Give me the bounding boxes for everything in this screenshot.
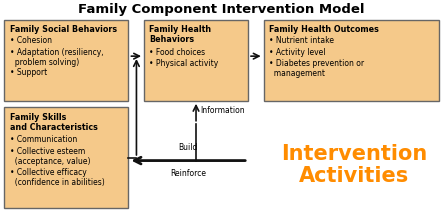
Text: • Diabetes prevention or
  management: • Diabetes prevention or management: [269, 59, 364, 78]
Text: • Communication: • Communication: [10, 135, 77, 144]
FancyBboxPatch shape: [4, 107, 128, 208]
Text: Family Component Intervention Model: Family Component Intervention Model: [78, 3, 365, 16]
Text: • Collective esteem
  (acceptance, value): • Collective esteem (acceptance, value): [10, 147, 90, 166]
Text: • Nutrient intake: • Nutrient intake: [269, 36, 334, 45]
Text: Family Health
Behaviors: Family Health Behaviors: [149, 25, 211, 44]
FancyBboxPatch shape: [4, 20, 128, 101]
Text: • Food choices: • Food choices: [149, 48, 206, 56]
Text: Build: Build: [179, 143, 198, 152]
Text: • Activity level: • Activity level: [269, 48, 326, 56]
Text: Family Health Outcomes: Family Health Outcomes: [269, 25, 379, 34]
Text: Family Social Behaviors: Family Social Behaviors: [10, 25, 117, 34]
Text: • Collective efficacy
  (confidence in abilities): • Collective efficacy (confidence in abi…: [10, 168, 105, 187]
Text: Information: Information: [200, 106, 245, 115]
FancyBboxPatch shape: [264, 20, 439, 101]
Text: • Support: • Support: [10, 68, 47, 77]
Text: Intervention
Activities: Intervention Activities: [281, 144, 427, 186]
Text: • Cohesion: • Cohesion: [10, 36, 52, 45]
Text: Family Skills
and Characteristics: Family Skills and Characteristics: [10, 113, 97, 132]
Text: • Physical activity: • Physical activity: [149, 59, 218, 68]
FancyBboxPatch shape: [144, 20, 248, 101]
Text: Reinforce: Reinforce: [170, 169, 206, 178]
Text: • Adaptation (resiliency,
  problem solving): • Adaptation (resiliency, problem solvin…: [10, 48, 103, 67]
